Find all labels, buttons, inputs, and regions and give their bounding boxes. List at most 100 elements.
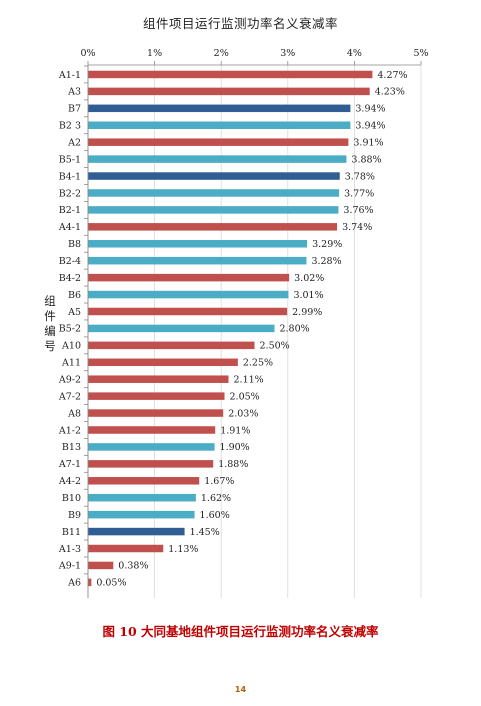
bar <box>88 206 339 214</box>
category-label: A10 <box>61 341 81 352</box>
bar <box>88 324 275 333</box>
bar <box>88 493 196 502</box>
data-label: 1.45% <box>190 527 220 538</box>
category-label: A9-2 <box>58 375 81 386</box>
bar <box>88 172 340 180</box>
category-label: B2-1 <box>59 205 81 216</box>
data-label: 1.62% <box>201 493 231 504</box>
x-tick-label: 3% <box>280 48 295 59</box>
data-label: 2.25% <box>243 358 273 369</box>
category-label: B4-2 <box>59 273 81 284</box>
category-label: B9 <box>68 510 81 521</box>
x-tick-label: 5% <box>413 48 428 59</box>
data-label: 4.23% <box>375 87 405 98</box>
bar <box>88 510 195 519</box>
category-label: B2-2 <box>59 188 81 199</box>
data-label: 3.88% <box>351 154 381 165</box>
data-label: 0.38% <box>118 561 148 572</box>
data-label: 3.76% <box>343 205 373 216</box>
category-label: B7 <box>68 104 81 115</box>
category-label: A11 <box>61 358 81 369</box>
category-label: A8 <box>67 408 81 419</box>
data-label: 1.67% <box>204 476 234 487</box>
y-axis-label: 组件编号 <box>44 294 56 353</box>
data-label: 3.91% <box>353 137 383 148</box>
bar <box>88 341 255 350</box>
category-label: B2-4 <box>59 256 81 267</box>
bar <box>88 189 340 197</box>
chart-area: 组件项目运行监测功率名义衰减率 组件编号 0% 1% 2% 3% 4% 5% A1-1 4.2… <box>44 16 429 598</box>
bar <box>88 460 214 468</box>
bar <box>88 121 351 130</box>
data-label: 2.80% <box>279 324 309 335</box>
bar <box>88 375 229 383</box>
category-label: B5-2 <box>59 324 81 335</box>
data-label: 3.94% <box>355 121 385 132</box>
bar <box>88 358 238 367</box>
category-label: B4-1 <box>59 171 81 182</box>
bar <box>88 240 308 248</box>
data-label: 1.13% <box>168 544 198 555</box>
category-label: B10 <box>62 493 81 504</box>
data-label: 2.99% <box>292 307 322 318</box>
bar <box>88 155 347 163</box>
bar <box>88 477 200 485</box>
data-label: 3.74% <box>342 222 372 233</box>
bar <box>88 392 225 400</box>
x-tick-label: 0% <box>80 48 95 59</box>
category-label: A3 <box>67 87 81 98</box>
x-tick-label: 2% <box>214 48 229 59</box>
data-label: 3.28% <box>311 256 341 267</box>
data-label: 3.94% <box>355 104 385 115</box>
page-number: 14 <box>234 685 247 694</box>
bar <box>88 544 164 553</box>
data-label: 3.29% <box>312 239 342 250</box>
data-label: 2.11% <box>234 375 264 386</box>
bar <box>88 104 351 113</box>
data-label: 3.78% <box>345 171 375 182</box>
data-label: 3.01% <box>293 290 323 301</box>
data-label: 1.91% <box>220 425 250 436</box>
category-label: B6 <box>68 290 81 301</box>
data-label: 1.88% <box>218 459 248 470</box>
data-label: 3.77% <box>344 188 374 199</box>
bar <box>88 426 216 434</box>
category-label: B13 <box>62 442 81 453</box>
bar <box>88 561 114 570</box>
data-label: 1.90% <box>220 442 250 453</box>
category-label: A4-1 <box>58 222 81 233</box>
category-label: A2 <box>67 137 81 148</box>
category-label: A9-1 <box>58 561 81 572</box>
category-label: A1-1 <box>58 70 81 81</box>
category-label: A6 <box>67 578 81 589</box>
category-label: B8 <box>68 239 81 250</box>
x-tick-label: 1% <box>147 48 162 59</box>
bar <box>88 223 338 231</box>
category-label: B2 3 <box>59 121 81 132</box>
data-label: 3.02% <box>294 273 324 284</box>
data-label: 1.60% <box>200 510 230 521</box>
bar <box>88 527 185 536</box>
bar <box>88 87 370 96</box>
bar <box>88 290 289 299</box>
data-label: 0.05% <box>96 578 126 589</box>
bar-chart: 0% 1% 2% 3% 4% 5% A1-1 4.27% A3 4.23% B7 3.94% B2 3 3… <box>58 48 429 598</box>
category-label: A7-2 <box>58 391 81 402</box>
data-label: 4.27% <box>377 70 407 81</box>
bar <box>88 409 224 417</box>
bar <box>88 138 349 146</box>
category-label: A1-2 <box>58 425 81 436</box>
bar <box>88 578 92 587</box>
bar <box>88 273 290 282</box>
category-label: A7-1 <box>58 459 81 470</box>
data-label: 2.03% <box>228 408 258 419</box>
category-label: A4-2 <box>58 476 81 487</box>
figure-caption: 图 10 大同基地组件项目运行监测功率名义衰减率 <box>102 624 379 639</box>
bar <box>88 256 307 265</box>
chart-title: 组件项目运行监测功率名义衰减率 <box>142 16 338 31</box>
bar <box>88 70 373 79</box>
data-label: 2.05% <box>230 391 260 402</box>
category-label: A1-3 <box>58 544 81 555</box>
category-label: B5-1 <box>59 154 81 165</box>
category-label: A5 <box>67 307 81 318</box>
